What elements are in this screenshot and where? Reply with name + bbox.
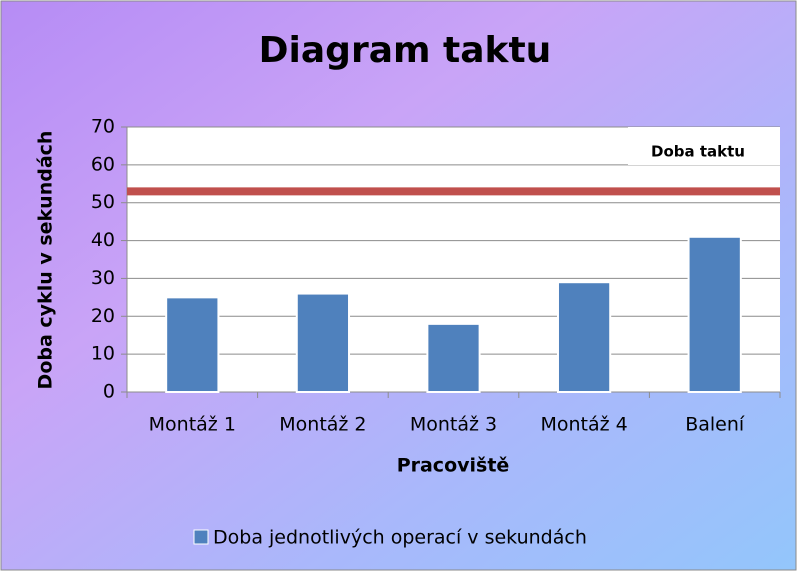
x-tick-label: Montáž 3 <box>410 414 497 436</box>
bar <box>295 292 351 394</box>
y-axis-label: Doba cyklu v sekundách <box>35 131 57 390</box>
reference-label-box <box>628 127 780 165</box>
y-tick-label: 10 <box>91 343 115 365</box>
x-tick-label: Montáž 2 <box>279 414 366 436</box>
y-tick-label: 30 <box>91 267 115 289</box>
x-tick-label: Balení <box>685 414 745 436</box>
y-tick-label: 50 <box>91 191 115 213</box>
x-axis-label: Pracoviště <box>397 455 510 477</box>
chart-title: Diagram taktu <box>259 30 552 71</box>
y-tick-label: 0 <box>103 381 115 403</box>
x-tick-label: Montáž 1 <box>149 414 236 436</box>
bar <box>426 322 481 394</box>
bar <box>556 281 612 394</box>
legend-label: Doba jednotlivých operací v sekundách <box>213 527 587 549</box>
y-tick-label: 70 <box>91 116 115 138</box>
y-tick-label: 20 <box>91 305 115 327</box>
reference-label: Doba taktu <box>651 143 745 161</box>
y-tick-label: 60 <box>91 153 115 175</box>
y-tick-label: 40 <box>91 229 115 251</box>
bar <box>687 235 742 393</box>
bar <box>165 296 220 394</box>
x-tick-label: Montáž 4 <box>540 414 627 436</box>
legend-swatch <box>193 529 209 545</box>
